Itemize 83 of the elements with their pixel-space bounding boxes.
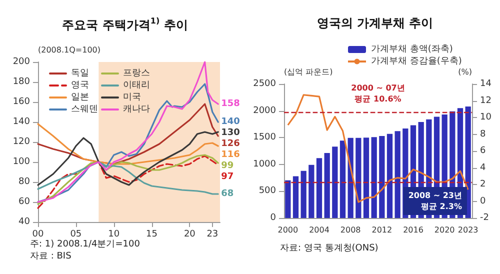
- text: 자료 : BIS: [30, 252, 72, 262]
- x-tick-label: 2008: [340, 226, 361, 234]
- bar: [285, 180, 291, 218]
- x-tick-label: 15: [146, 230, 158, 240]
- x-tick-label: 23: [206, 230, 218, 240]
- y2-tick-label: 4: [480, 162, 486, 173]
- y-axis-title: (십억 파운드): [284, 68, 333, 76]
- y-tick-label: 60: [18, 197, 30, 207]
- legend-label: 이태리: [123, 80, 150, 90]
- text: 주: 1) 2008.1/4분기=100: [30, 240, 140, 250]
- bar: [332, 146, 338, 218]
- y-tick-label: 1500: [253, 132, 276, 143]
- bar: [386, 134, 393, 218]
- x-tick-label: 2004: [309, 226, 330, 234]
- bar: [394, 131, 400, 218]
- data-label: 140: [221, 117, 240, 127]
- y2-tick-label: 14: [480, 79, 492, 89]
- y-tick-label: 160: [12, 97, 30, 107]
- data-label: 116: [221, 150, 240, 160]
- legend-label: 프랑스: [123, 68, 150, 78]
- y-tick-label: 80: [18, 177, 30, 187]
- y-tick-label: 0: [270, 213, 276, 223]
- bar: [356, 138, 362, 218]
- line-series: [37, 123, 219, 165]
- y-axis-title: (2008.1Q=100): [38, 46, 101, 54]
- data-label: 99: [221, 161, 234, 171]
- legend-label: 캐나다: [123, 104, 150, 114]
- y-tick-label: 2000: [253, 106, 276, 116]
- y-tick-label: 180: [12, 77, 30, 87]
- bar: [300, 170, 306, 218]
- data-label: 158: [221, 99, 240, 109]
- x-tick-label: 00: [32, 230, 44, 240]
- data-label: 97: [221, 172, 234, 182]
- y2-tick-label: 8: [480, 129, 486, 140]
- legend-label: 스웨덴: [71, 104, 98, 114]
- line-series: [37, 161, 219, 195]
- line-series: [37, 131, 219, 186]
- y2-tick-label: 6: [480, 146, 486, 156]
- y2-tick-label: 10: [480, 112, 492, 122]
- x-tick-label: 10: [108, 230, 120, 240]
- legend-label: 가계부채 증감율(우축): [371, 56, 462, 66]
- data-label: 68: [221, 189, 234, 199]
- bar: [292, 176, 299, 218]
- legend-label: 영국: [71, 80, 89, 90]
- x-tick-label: 2020: [434, 226, 455, 234]
- line-series: [37, 61, 219, 203]
- ref-line-label: 2000 ~ 07년 평균 10.6%: [351, 83, 405, 104]
- bar: [371, 137, 377, 218]
- y-tick-label: 140: [12, 117, 30, 127]
- x-tick-label: 2023: [458, 226, 478, 234]
- legend-label: 미국: [123, 92, 141, 102]
- x-tick-label: 2000: [278, 226, 298, 234]
- x-tick-label: 20: [184, 230, 196, 240]
- y-tick-label: 40: [18, 217, 30, 227]
- x-tick-label: 2012: [372, 226, 392, 234]
- y-tick-label: 120: [12, 137, 30, 147]
- x-tick-label: 05: [70, 230, 82, 240]
- bar: [379, 136, 385, 218]
- y2-tick-label: 0: [480, 196, 486, 206]
- ref-line-label: 2008 ~ 23년 평균 2.3%: [408, 190, 462, 211]
- y-tick-label: 100: [12, 157, 30, 167]
- bar: [316, 158, 322, 218]
- y2-tick-label: -2: [480, 213, 489, 223]
- y-tick-label: 2500: [253, 79, 276, 89]
- legend-label: 독일: [71, 68, 89, 78]
- line-series: [287, 94, 469, 203]
- y-tick-label: 1000: [253, 159, 276, 170]
- legend-label: 가계부채 총액(좌축): [371, 44, 453, 54]
- y2-axis-title: (%): [458, 68, 472, 76]
- y2-tick-label: 2: [480, 180, 486, 190]
- bar: [324, 153, 330, 218]
- y2-tick-label: 12: [480, 96, 492, 106]
- data-label: 130: [221, 128, 240, 138]
- x-tick-label: 2016: [403, 226, 424, 234]
- chart-title: 영국의 가계부채 추이: [316, 16, 434, 30]
- text: 자료: 영국 통계청(ONS): [280, 244, 378, 254]
- y-tick-label: 200: [12, 57, 30, 67]
- bar: [340, 140, 346, 218]
- bar: [308, 164, 314, 218]
- bar: [363, 138, 370, 218]
- data-label: 126: [221, 139, 240, 149]
- y-tick-label: 500: [258, 186, 276, 196]
- legend-label: 일본: [71, 92, 89, 102]
